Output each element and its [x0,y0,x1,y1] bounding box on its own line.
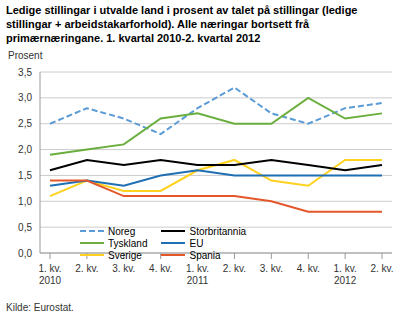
svg-text:1,0: 1,0 [18,196,32,207]
svg-text:2. kv.: 2. kv. [75,263,98,274]
html-text:Storbritannia: Storbritannia [189,225,247,237]
svg-text:2. kv.: 2. kv. [223,263,246,274]
html-text:Noreg: Noreg [108,225,136,237]
svg-text:2. kv.: 2. kv. [370,263,392,274]
html-text:Sverige: Sverige [108,249,142,261]
svg-text:3,5: 3,5 [18,67,32,78]
svg-text:2,0: 2,0 [18,144,32,155]
html-text:Spania: Spania [189,249,221,261]
svg-text:1. kv.2010: 1. kv.2010 [38,263,61,286]
svg-text:1,5: 1,5 [18,170,32,181]
svg-text:3. kv.: 3. kv. [260,263,283,274]
html-text:Kilde: Eurostat.: Kilde: Eurostat. [6,302,74,313]
html-text:Ledige stillingar i utvalde la: Ledige stillingar i utvalde land i prose… [6,4,358,44]
svg-text:2,5: 2,5 [18,118,32,129]
svg-text:4. kv.: 4. kv. [297,263,320,274]
svg-text:0,5: 0,5 [18,222,32,233]
html-text:Tyskland: Tyskland [108,237,148,249]
html-text:EU: EU [189,237,204,249]
svg-text:3,0: 3,0 [18,92,32,103]
svg-text:3. kv.: 3. kv. [112,263,135,274]
svg-text:1. kv.2011: 1. kv.2011 [186,263,209,286]
svg-text:4. kv.: 4. kv. [149,263,172,274]
svg-text:0,0: 0,0 [18,248,32,259]
svg-text:1. kv.2012: 1. kv.2012 [334,263,357,286]
html-text:Prosent: Prosent [8,50,43,61]
